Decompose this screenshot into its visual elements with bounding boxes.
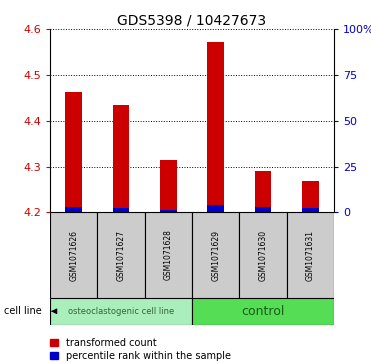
Bar [65, 207, 82, 212]
Bar [192, 212, 239, 298]
Bar [255, 207, 271, 212]
Text: GSM1071631: GSM1071631 [306, 229, 315, 281]
Bar [160, 210, 177, 212]
Bar [98, 212, 145, 298]
Bar [255, 171, 271, 212]
Bar [287, 212, 334, 298]
Bar [302, 181, 319, 212]
Bar [160, 160, 177, 212]
Text: GSM1071626: GSM1071626 [69, 229, 78, 281]
Bar [207, 205, 224, 212]
Bar [113, 208, 129, 212]
Legend: transformed count, percentile rank within the sample: transformed count, percentile rank withi… [49, 337, 232, 362]
Bar [192, 298, 334, 325]
Bar [239, 212, 287, 298]
Text: GSM1071630: GSM1071630 [259, 229, 267, 281]
Text: control: control [241, 305, 285, 318]
Text: GSM1071627: GSM1071627 [116, 229, 125, 281]
Text: GSM1071628: GSM1071628 [164, 229, 173, 281]
Bar [113, 105, 129, 212]
Bar [50, 298, 192, 325]
Title: GDS5398 / 10427673: GDS5398 / 10427673 [118, 14, 266, 28]
Bar [50, 212, 98, 298]
Bar [65, 92, 82, 212]
Text: cell line: cell line [4, 306, 42, 316]
Text: GSM1071629: GSM1071629 [211, 229, 220, 281]
Bar [145, 212, 192, 298]
Text: osteoclastogenic cell line: osteoclastogenic cell line [68, 307, 174, 316]
Bar [302, 208, 319, 212]
Bar [207, 42, 224, 212]
